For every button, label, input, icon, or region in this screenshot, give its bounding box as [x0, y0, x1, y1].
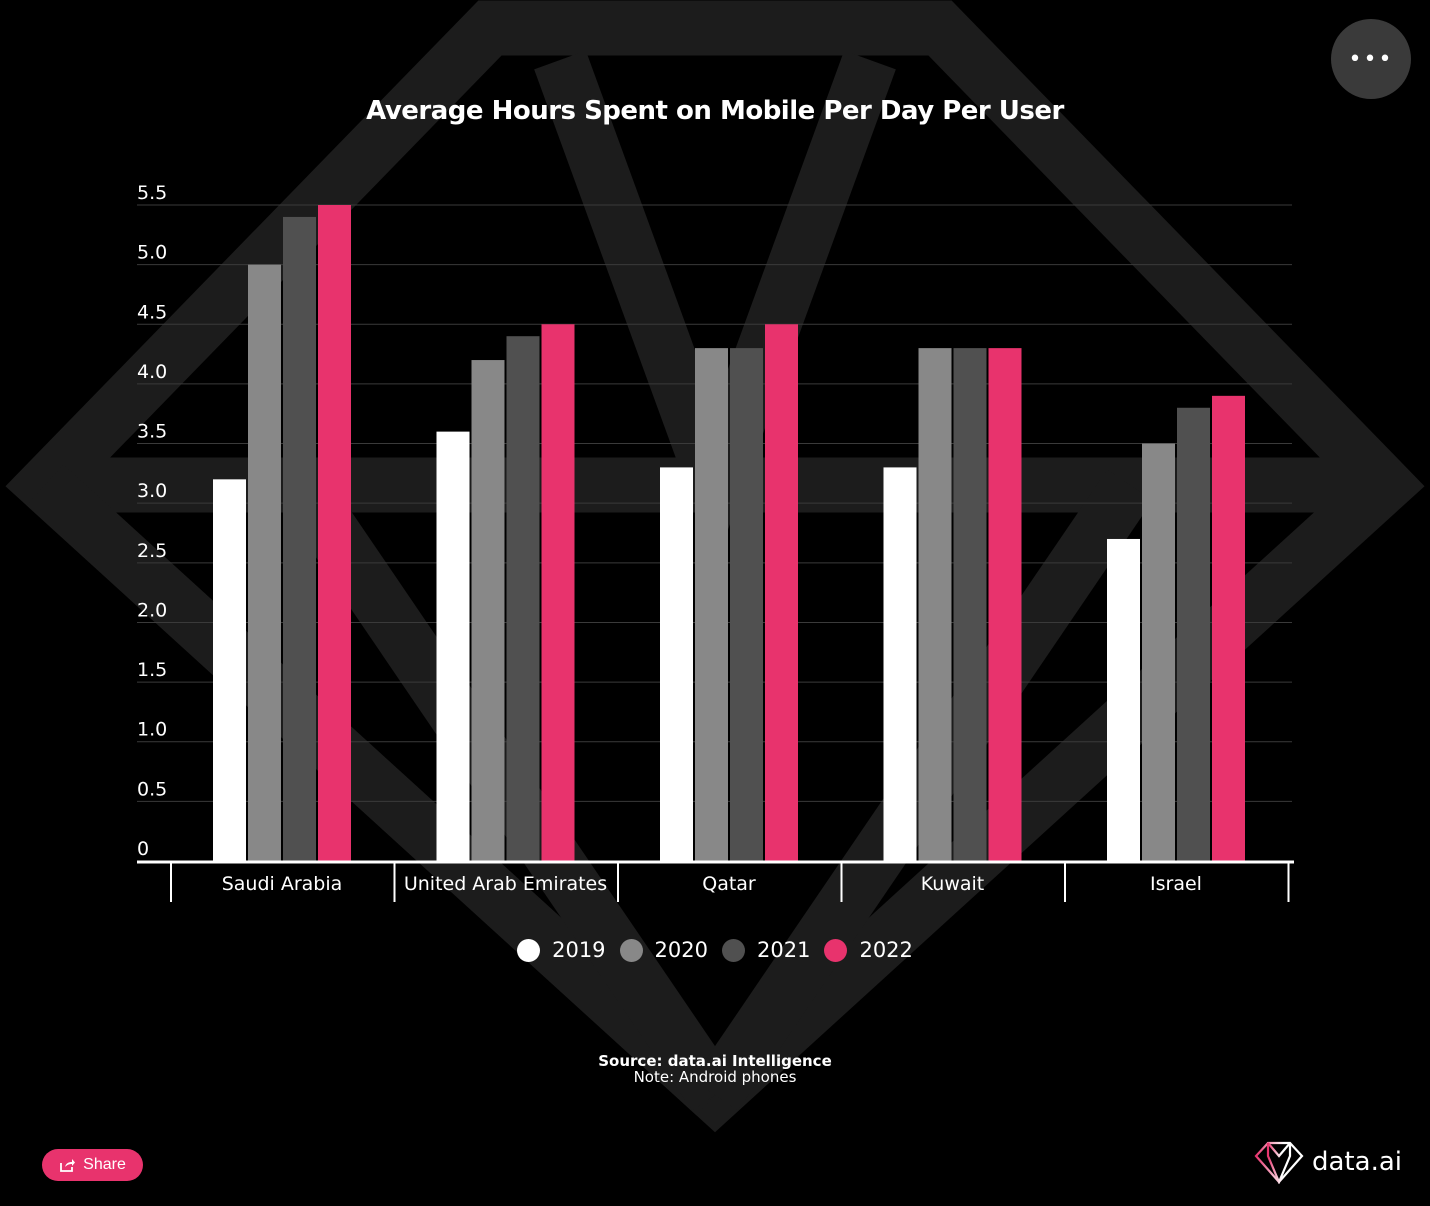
share-label: Share [83, 1156, 126, 1173]
more-options-button[interactable]: ••• [1331, 19, 1411, 99]
x-tick-label: Kuwait [921, 873, 984, 895]
y-tick-label: 4.5 [137, 301, 167, 323]
chart-title: Average Hours Spent on Mobile Per Day Pe… [366, 96, 1064, 126]
y-tick-label: 5.5 [137, 182, 167, 204]
legend-item-2021[interactable]: 2021 [722, 938, 810, 962]
bar-2019 [436, 431, 470, 861]
legend-swatch [517, 938, 541, 962]
source-note: Source: data.ai Intelligence Note: Andro… [0, 1053, 1430, 1085]
bar-2020 [918, 348, 952, 861]
legend-swatch [722, 938, 745, 962]
logo-text: data.ai [1312, 1147, 1402, 1177]
bar-2021 [283, 216, 316, 862]
legend-item-2022[interactable]: 2022 [824, 938, 913, 962]
y-tick-label: 3.5 [137, 421, 167, 443]
bar-2022 [318, 205, 351, 861]
bar-2021 [506, 336, 540, 861]
legend-label: 2019 [552, 938, 606, 962]
bar-2019 [213, 479, 246, 861]
y-tick-label: 3.0 [137, 480, 167, 502]
note-text: Note: Android phones [633, 1068, 797, 1086]
bar-2022 [541, 324, 575, 862]
y-tick-label: 1.0 [137, 719, 167, 741]
y-tick-label: 2.5 [137, 540, 167, 562]
bar-2020 [1142, 443, 1175, 861]
more-horizontal-icon: ••• [1348, 46, 1394, 72]
y-tick-label: 1.5 [137, 659, 167, 681]
y-tick-label: 0 [137, 838, 149, 860]
x-tick-label: Israel [1150, 873, 1202, 895]
y-tick-label: 4.0 [137, 361, 167, 383]
legend-label: 2021 [757, 938, 811, 962]
legend-item-2020[interactable]: 2020 [619, 938, 708, 962]
y-tick-label: 0.5 [137, 778, 167, 800]
bar-2020 [471, 360, 505, 861]
bar-2019 [1107, 538, 1140, 861]
bar-2022 [765, 324, 798, 862]
bar-2022 [988, 348, 1022, 861]
bar-2019 [660, 467, 693, 861]
bar-2019 [883, 467, 917, 861]
legend: 2019 2020 2021 2022 [0, 938, 1430, 962]
diamond-logo-icon [1254, 1141, 1304, 1184]
share-button[interactable]: Share [42, 1149, 143, 1181]
data-ai-logo: data.ai [1254, 1140, 1402, 1184]
legend-item-2019[interactable]: 2019 [517, 938, 606, 962]
source-text: Source: data.ai Intelligence [598, 1052, 832, 1070]
y-tick-label: 2.0 [137, 599, 167, 621]
legend-swatch [619, 938, 643, 962]
bar-2021 [1177, 407, 1210, 861]
x-tick-label: Saudi Arabia [222, 873, 343, 895]
x-tick-label: Qatar [702, 873, 756, 895]
bar-2020 [248, 264, 281, 861]
bar-2020 [695, 348, 728, 861]
bar-2021 [953, 348, 987, 861]
legend-label: 2020 [654, 938, 708, 962]
legend-swatch [824, 938, 848, 962]
y-tick-label: 5.0 [137, 242, 167, 264]
bar-2021 [730, 348, 763, 861]
x-tick-label: United Arab Emirates [404, 873, 607, 895]
legend-label: 2022 [859, 938, 913, 962]
share-icon [60, 1159, 76, 1172]
bar-2022 [1212, 395, 1245, 861]
